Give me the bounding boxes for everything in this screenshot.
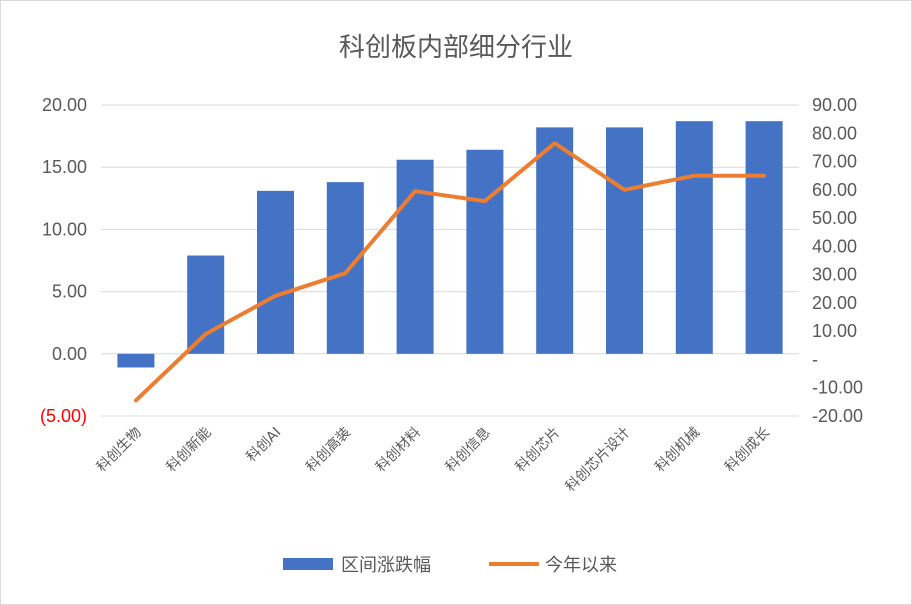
category-label: 科创芯片: [513, 425, 564, 476]
bar: [326, 182, 364, 354]
bar: [257, 190, 294, 354]
left-tick-label: (5.00): [40, 406, 87, 426]
legend-bar-label: 区间涨跌幅: [341, 555, 431, 576]
category-label: 科创机械: [652, 425, 703, 476]
right-tick-label: 80.00: [812, 123, 857, 143]
left-tick-label: 10.00: [42, 219, 87, 239]
right-tick-label: 50.00: [812, 208, 857, 228]
right-tick-label: 60.00: [812, 180, 857, 200]
right-tick-label: -20.00: [812, 406, 863, 426]
chart-title: 科创板内部细分行业: [339, 33, 573, 63]
legend-line-label: 今年以来: [545, 555, 617, 576]
left-tick-label: 5.00: [52, 282, 87, 302]
bar: [675, 121, 713, 354]
right-tick-label: -: [812, 349, 818, 369]
category-label: 科创材料: [373, 425, 424, 476]
category-label: 科创高装: [303, 424, 355, 476]
category-label: 科创芯片设计: [563, 425, 634, 496]
category-label: 科创新能: [164, 425, 215, 476]
bar: [396, 159, 434, 354]
left-axis: 20.00 15.00 10.00 5.00 0.00 (5.00): [40, 95, 87, 426]
bar: [536, 127, 574, 354]
legend-bar-swatch: [283, 558, 333, 570]
category-label: 科创AI: [244, 425, 285, 466]
line-series: [133, 141, 767, 403]
bar-series: [117, 121, 783, 368]
right-tick-label: 70.00: [812, 152, 857, 172]
right-axis: 90.00 80.00 70.00 60.00 50.00 40.00 30.00 20.00…: [812, 95, 863, 426]
right-tick-label: 40.00: [812, 236, 857, 256]
bar: [187, 255, 225, 354]
category-label: 科创成长: [722, 425, 773, 476]
left-tick-label: 20.00: [42, 95, 87, 115]
left-tick-label: 15.00: [42, 157, 87, 177]
right-tick-label: 90.00: [812, 95, 857, 115]
category-label: 科创信息: [442, 424, 494, 476]
bar: [117, 353, 155, 368]
right-tick-label: -10.00: [812, 378, 863, 398]
left-tick-label: 0.00: [52, 344, 87, 364]
right-tick-label: 30.00: [812, 265, 857, 285]
right-tick-label: 10.00: [812, 321, 857, 341]
line-series-path: [133, 141, 767, 403]
legend: 区间涨跌幅 今年以来: [283, 555, 617, 576]
category-axis: 科创生物 科创新能 科创AI 科创高装 科创材料 科创信息 科创芯片 科创芯片设计 科创机械 科创…: [94, 424, 773, 495]
bar: [606, 127, 643, 354]
category-label: 科创生物: [94, 425, 145, 476]
bar: [745, 121, 783, 354]
bar: [466, 149, 504, 354]
right-tick-label: 20.00: [812, 293, 857, 313]
